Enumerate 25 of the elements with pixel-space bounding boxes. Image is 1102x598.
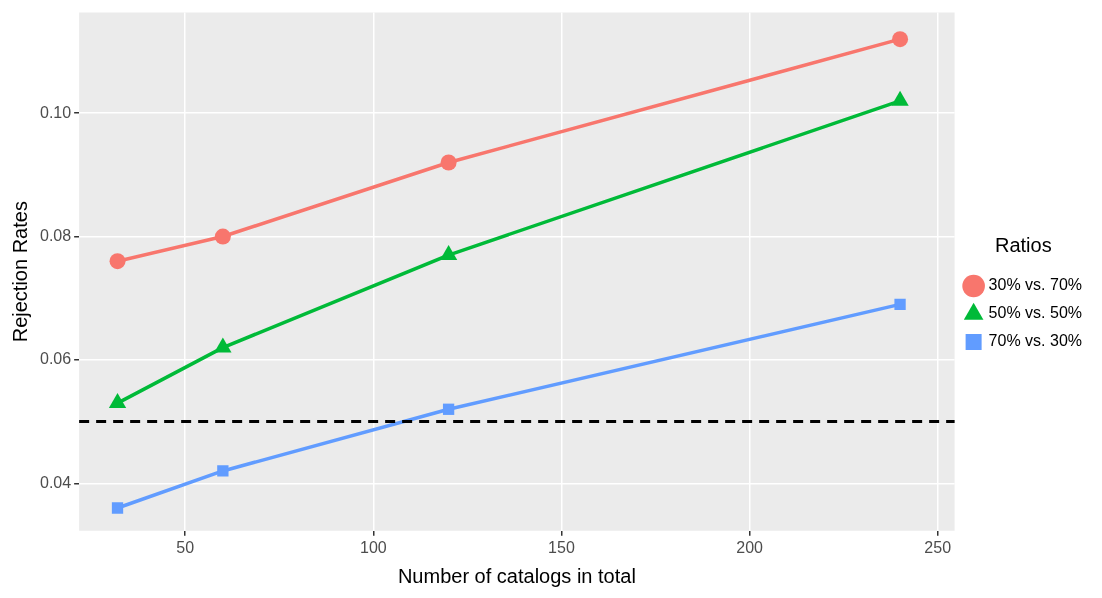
point: [214, 228, 231, 245]
x-tick-label: 250: [924, 538, 952, 556]
point: [892, 31, 909, 48]
x-tick-label: 200: [736, 538, 764, 556]
point: [439, 245, 458, 261]
point: [440, 154, 457, 171]
point: [217, 465, 229, 477]
y-axis-title: Rejection Rates: [8, 201, 31, 343]
point: [111, 502, 124, 514]
point: [442, 403, 455, 415]
x-tick-label: 150: [548, 538, 575, 556]
x-tick-label: 100: [360, 538, 387, 556]
point: [894, 298, 906, 311]
legend-title: Ratios: [994, 233, 1052, 256]
x-axis-title: Number of catalogs in total: [397, 564, 636, 587]
x-tick-label: 50: [176, 538, 195, 556]
y-tick-label: 0.08: [40, 226, 72, 244]
legend-label: 70% vs. 30%: [988, 332, 1083, 350]
point: [109, 253, 126, 270]
legend-label: 50% vs. 50%: [988, 304, 1083, 322]
y-tick-label: 0.10: [40, 103, 72, 121]
y-tick-label: 0.04: [40, 473, 72, 491]
legend-label: 30% vs. 70%: [988, 276, 1083, 294]
point: [108, 393, 127, 409]
y-tick-label: 0.06: [40, 350, 72, 368]
